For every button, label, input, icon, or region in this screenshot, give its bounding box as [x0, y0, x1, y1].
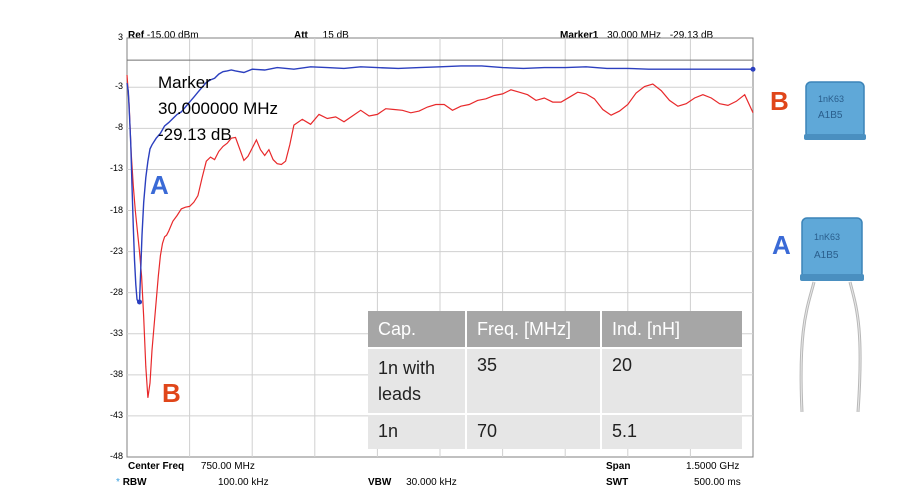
- ref-value: -15.00 dBm: [146, 30, 199, 41]
- rbw-star: *: [116, 477, 120, 488]
- curve-b-label: B: [162, 378, 181, 408]
- table-cell-cap: 1n: [368, 413, 467, 449]
- rbw-readout: * RBW: [116, 477, 147, 488]
- capacitor-b-text-top: 1nK63: [818, 94, 844, 104]
- y-tick-label: -38: [109, 368, 123, 379]
- swt-readout: SWT: [606, 477, 628, 488]
- marker-points: [137, 66, 756, 305]
- table-header-freq: Freq. [MHz]: [467, 311, 602, 347]
- marker-info: Marker 30.000000 MHz -29.13 dB: [158, 70, 278, 148]
- table-cell-ind: 5.1: [602, 413, 742, 449]
- y-tick-label: -3: [114, 81, 123, 92]
- capacitor-table: Cap. Freq. [MHz] Ind. [nH] 1n with leads…: [368, 311, 742, 449]
- marker-point: [137, 299, 143, 305]
- capacitor-b-photo: 1nK63 A1B5: [804, 81, 866, 140]
- center-freq-readout: Center Freq 750.00 MHz: [128, 461, 255, 472]
- curve-a-label: A: [150, 170, 169, 200]
- y-tick-label: 3: [117, 32, 123, 42]
- center-freq-value: 750.00 MHz: [200, 461, 255, 472]
- swt-label: SWT: [606, 477, 629, 488]
- trace-b-line: [126, 74, 754, 398]
- marker-info-freq: 30.000000 MHz: [158, 99, 279, 118]
- table-cell-freq: 35: [467, 347, 602, 413]
- marker1-value: -29.13 dB: [669, 30, 714, 41]
- table-cell-freq: 70: [467, 413, 602, 449]
- y-tick-label: -28: [109, 286, 123, 297]
- photo-a-label: A: [772, 230, 791, 260]
- rbw-value: 100.00 kHz: [218, 477, 269, 488]
- marker1-freq: 30.000 MHz: [607, 30, 662, 41]
- att-readout: Att 15 dB: [294, 30, 349, 41]
- y-tick-label: -13: [109, 163, 123, 174]
- marker1-label: Marker1: [560, 30, 599, 41]
- table-header-cap: Cap.: [368, 311, 467, 347]
- vbw-value: 30.000 kHz: [406, 477, 457, 488]
- table-row: 1n 70 5.1: [368, 413, 742, 449]
- rbw-label: RBW: [122, 477, 147, 488]
- trace-end-marker: [750, 66, 756, 72]
- capacitor-a-text-top: 1nK63: [814, 232, 840, 242]
- span-label: Span: [606, 461, 631, 472]
- marker-info-title: Marker: [158, 73, 211, 92]
- att-value: 15 dB: [322, 30, 349, 41]
- y-tick-label: -23: [109, 245, 123, 256]
- swt-value: 500.00 ms: [694, 477, 741, 488]
- span-readout: Span: [606, 461, 630, 472]
- marker1-readout: Marker1 30.000 MHz -29.13 dB: [560, 30, 713, 41]
- y-tick-label: -8: [114, 122, 123, 133]
- span-value: 1.5000 GHz: [686, 461, 740, 472]
- table-header-ind: Ind. [nH]: [602, 311, 742, 347]
- capacitor-a-photo: 1nK63 A1B5: [799, 217, 864, 412]
- trace-a-line: [126, 65, 753, 304]
- ref-readout: Ref -15.00 dBm: [128, 30, 199, 41]
- vbw-readout: VBW 30.000 kHz: [368, 477, 457, 488]
- table-cell-ind: 20: [602, 347, 742, 413]
- capacitor-b-text-bottom: A1B5: [818, 110, 843, 121]
- vbw-label: VBW: [368, 477, 392, 488]
- marker-info-value: -29.13 dB: [158, 125, 232, 144]
- y-tick-label: -18: [109, 204, 123, 215]
- att-label: Att: [294, 30, 308, 41]
- ref-label: Ref: [128, 30, 145, 41]
- table-cell-cap: 1n with leads: [368, 347, 467, 413]
- y-tick-label: -48: [109, 451, 123, 461]
- table-row: 1n with leads 35 20: [368, 347, 742, 413]
- y-tick-label: -43: [109, 409, 123, 420]
- y-tick-label: -33: [109, 327, 123, 338]
- capacitor-a-text-bottom: A1B5: [814, 250, 839, 261]
- center-freq-label: Center Freq: [128, 461, 185, 472]
- photo-b-label: B: [770, 86, 789, 116]
- table-header-row: Cap. Freq. [MHz] Ind. [nH]: [368, 311, 742, 347]
